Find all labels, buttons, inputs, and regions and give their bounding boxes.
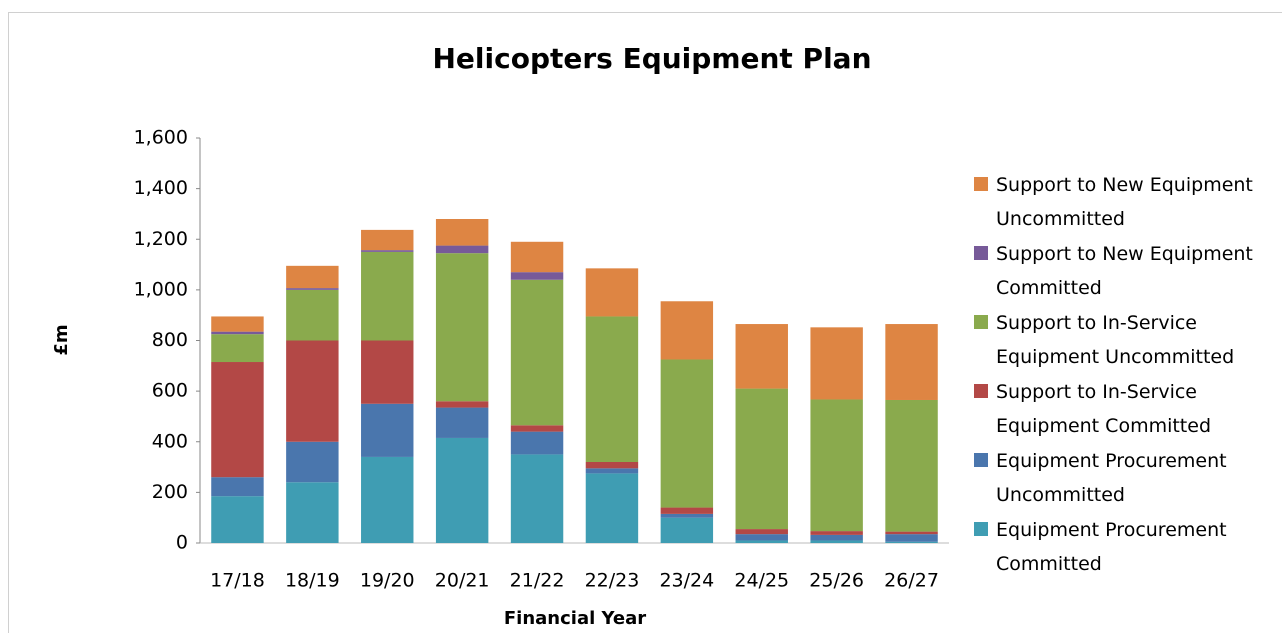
bar-segment (435, 245, 489, 254)
bar-segment (585, 468, 639, 474)
bar-segment (735, 529, 788, 535)
bar-segment (510, 425, 564, 432)
legend-item: Support to New Equipment Committed (972, 237, 1272, 305)
bar-segment (810, 531, 863, 535)
bar-segment (361, 229, 414, 251)
chart-title: Helicopters Equipment Plan (432, 42, 871, 75)
bar-segment (435, 407, 489, 438)
bar-segment (211, 496, 264, 543)
bar-segment (810, 327, 863, 400)
bar-segment (585, 316, 639, 462)
bar-segment (885, 541, 938, 543)
bar-segment (660, 507, 714, 514)
bar-segment (510, 431, 564, 455)
y-tick-label: 200 (152, 481, 188, 503)
bar-segment (286, 482, 339, 543)
bar-segment (211, 316, 264, 332)
x-tick-label: 20/21 (435, 570, 490, 592)
bar-segment (885, 324, 938, 400)
bar-segment (361, 403, 414, 457)
legend: Support to New Equipment Uncommitted Supp… (972, 168, 1272, 582)
bar-segment (435, 253, 489, 402)
legend-swatch (974, 177, 988, 191)
bar-segment (810, 399, 863, 532)
bar-segment (735, 534, 788, 541)
legend-swatch (974, 315, 988, 329)
x-tick-label: 26/27 (884, 570, 939, 592)
bar-segment (435, 401, 489, 408)
y-axis-label: £m (51, 324, 72, 355)
x-tick-label: 19/20 (360, 570, 415, 592)
y-tick-label: 1,200 (134, 228, 188, 250)
bar-segment (286, 288, 339, 290)
y-tick-label: 400 (152, 430, 188, 452)
bar-segment (211, 477, 264, 497)
bar-segment (435, 437, 489, 543)
bar-segment (735, 540, 788, 543)
legend-item: Equipment Procurement Uncommitted (972, 444, 1272, 512)
bar-segment (660, 359, 714, 508)
x-axis-label: Financial Year (504, 608, 646, 629)
bar-segment (585, 473, 639, 543)
bar-segment (435, 219, 489, 246)
legend-label: Support to In-Service Equipment Committe… (996, 381, 1212, 437)
bar-segment (286, 265, 339, 289)
bar-segment (510, 279, 564, 426)
bar-segment (361, 456, 414, 543)
bar-segment (660, 301, 714, 360)
bar-segment (361, 340, 414, 404)
bar-segment (510, 454, 564, 543)
x-tick-label: 25/26 (809, 570, 864, 592)
bar-segment (361, 251, 414, 341)
legend-label: Support to New Equipment Committed (996, 243, 1253, 299)
legend-label: Support to In-Service Equipment Uncommit… (996, 312, 1235, 368)
bar-segment (810, 534, 863, 541)
bar-segment (510, 272, 564, 280)
x-tick-label: 21/22 (510, 570, 565, 592)
bar-segment (885, 531, 938, 535)
y-tick-label: 600 (152, 380, 188, 402)
bar-segment (286, 289, 339, 341)
bar-segment (735, 388, 788, 530)
legend-label: Equipment Procurement Uncommitted (996, 450, 1227, 506)
bar-segment (735, 324, 788, 389)
legend-swatch (974, 453, 988, 467)
bar-segment (810, 540, 863, 543)
x-tick-label: 24/25 (734, 570, 789, 592)
legend-item: Support to In-Service Equipment Uncommit… (972, 306, 1272, 374)
bar-segment (885, 534, 938, 542)
x-tick-label: 22/23 (585, 570, 640, 592)
legend-item: Support to New Equipment Uncommitted (972, 168, 1272, 236)
x-tick-label: 18/19 (285, 570, 340, 592)
bar-segment (211, 334, 264, 363)
chart-border (8, 12, 1282, 633)
bar-segment (361, 250, 414, 252)
bar-segment (211, 331, 264, 335)
legend-item: Equipment Procurement Committed (972, 513, 1272, 581)
y-tick-label: 1,600 (134, 127, 188, 149)
y-tick-label: 1,400 (134, 177, 188, 199)
y-tick-label: 800 (152, 329, 188, 351)
legend-swatch (974, 522, 988, 536)
bar-segment (286, 340, 339, 442)
bar-segment (585, 268, 639, 317)
bar-segment (660, 513, 714, 518)
y-tick-label: 0 (176, 532, 188, 554)
y-tick-label: 1,000 (134, 278, 188, 300)
bar-segment (211, 362, 264, 478)
legend-swatch (974, 246, 988, 260)
bar-segment (660, 517, 714, 543)
bar-segment (885, 399, 938, 532)
bar-segment (286, 441, 339, 483)
legend-swatch (974, 384, 988, 398)
bar-segment (585, 462, 639, 469)
legend-label: Support to New Equipment Uncommitted (996, 174, 1253, 230)
bar-segment (510, 241, 564, 273)
legend-label: Equipment Procurement Committed (996, 519, 1227, 575)
x-tick-label: 17/18 (210, 570, 265, 592)
legend-item: Support to In-Service Equipment Committe… (972, 375, 1272, 443)
x-tick-label: 23/24 (659, 570, 714, 592)
